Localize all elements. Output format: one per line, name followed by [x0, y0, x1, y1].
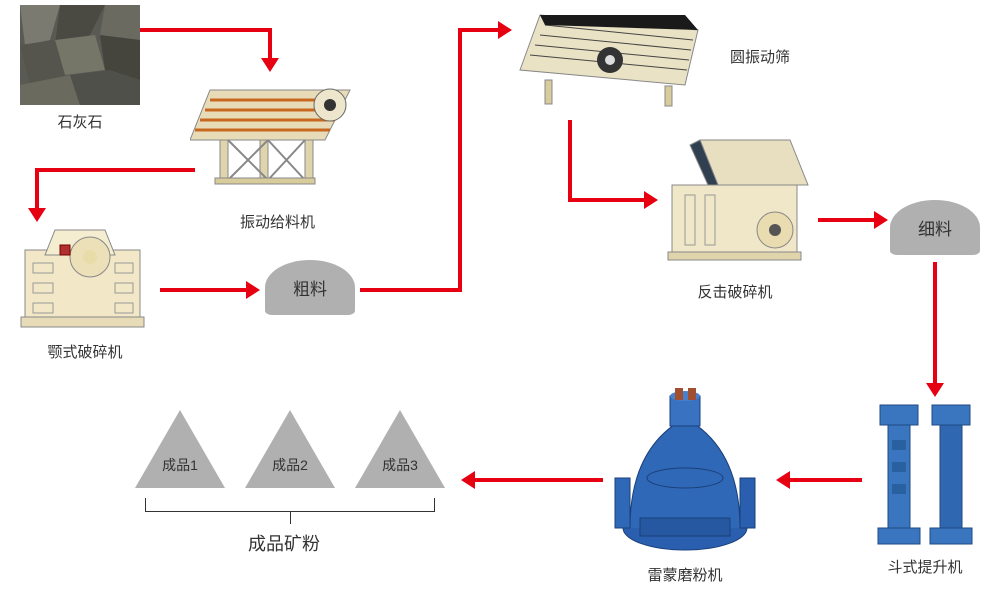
- prod1-label: 成品1: [155, 455, 205, 475]
- coarse-label: 粗料: [293, 275, 327, 300]
- node-fine: 细料: [890, 200, 980, 255]
- arrow: [268, 28, 272, 60]
- arrow-head: [644, 191, 658, 209]
- arrow: [818, 218, 876, 222]
- arrow: [458, 28, 462, 292]
- arrow: [933, 262, 937, 385]
- screen-label: 圆振动筛: [730, 46, 790, 67]
- node-raymond: 雷蒙磨粉机: [610, 388, 760, 585]
- impact-label: 反击破碎机: [697, 281, 772, 302]
- arrow: [568, 120, 572, 202]
- node-impact: 反击破碎机: [660, 135, 810, 302]
- node-jaw: 颚式破碎机: [15, 225, 155, 362]
- arrow: [35, 168, 195, 172]
- prod2-label: 成品2: [265, 455, 315, 475]
- prod3-label: 成品3: [375, 455, 425, 475]
- jaw-label: 颚式破碎机: [47, 341, 122, 362]
- rock-photo: [20, 5, 140, 105]
- final-label: 成品矿粉: [248, 530, 320, 556]
- arrow-head: [498, 21, 512, 39]
- arrow-head: [874, 211, 888, 229]
- limestone-label: 石灰石: [57, 111, 102, 132]
- impact-machine: [660, 135, 810, 275]
- arrow: [140, 28, 272, 32]
- fine-label: 细料: [918, 215, 952, 240]
- node-feeder: 振动给料机: [190, 75, 365, 232]
- arrow: [458, 28, 500, 32]
- arrow-head: [28, 208, 46, 222]
- elevator-label: 斗式提升机: [887, 556, 962, 577]
- arrow: [568, 198, 646, 202]
- node-elevator: 斗式提升机: [870, 400, 980, 577]
- arrow-head: [776, 471, 790, 489]
- screen-machine: [510, 10, 700, 110]
- jaw-machine: [15, 225, 155, 335]
- node-screen: [510, 10, 700, 115]
- arrow-head: [246, 281, 260, 299]
- node-prod2: 成品2: [245, 410, 335, 488]
- node-coarse: 粗料: [265, 260, 355, 315]
- arrow: [360, 288, 462, 292]
- node-limestone: 石灰石: [20, 5, 140, 132]
- bracket: [145, 498, 435, 512]
- arrow-head: [461, 471, 475, 489]
- raymond-label: 雷蒙磨粉机: [647, 564, 722, 585]
- node-prod1: 成品1: [135, 410, 225, 488]
- arrow-head: [261, 58, 279, 72]
- raymond-machine: [610, 388, 760, 558]
- arrow: [35, 168, 39, 210]
- bracket-mid: [290, 512, 291, 524]
- arrow: [790, 478, 862, 482]
- arrow-head: [926, 383, 944, 397]
- arrow: [475, 478, 603, 482]
- arrow: [160, 288, 248, 292]
- feeder-machine: [190, 75, 365, 205]
- elevator-machine: [870, 400, 980, 550]
- node-prod3: 成品3: [355, 410, 445, 488]
- feeder-label: 振动给料机: [240, 211, 315, 232]
